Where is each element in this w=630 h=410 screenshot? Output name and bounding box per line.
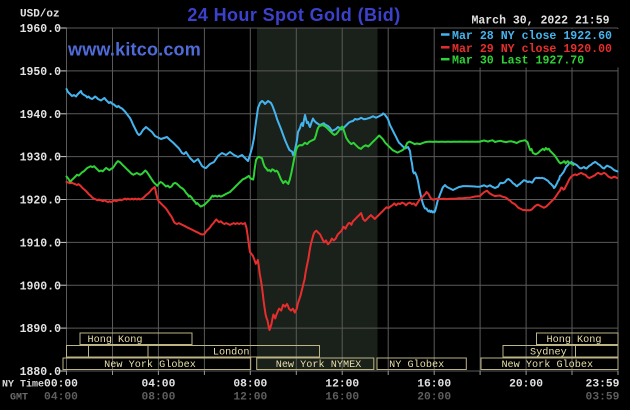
svg-text:www.kitco.com: www.kitco.com (67, 40, 201, 60)
svg-text:20:00: 20:00 (509, 379, 543, 391)
svg-text:12:00: 12:00 (325, 379, 359, 391)
svg-text:1940.0: 1940.0 (20, 109, 62, 122)
svg-text:Mar 30 Last 1927.70: Mar 30 Last 1927.70 (452, 55, 584, 68)
svg-text:Sydney: Sydney (530, 347, 567, 359)
svg-text:Mar 29 NY close 1920.00: Mar 29 NY close 1920.00 (452, 43, 612, 56)
svg-text:04:00: 04:00 (44, 392, 78, 404)
svg-text:London: London (213, 347, 250, 359)
svg-text:03:59: 03:59 (586, 392, 620, 404)
svg-text:1950.0: 1950.0 (20, 66, 62, 79)
svg-text:1890.0: 1890.0 (20, 323, 62, 336)
svg-text:March 30, 2022 21:59: March 30, 2022 21:59 (471, 15, 609, 28)
svg-text:20:00: 20:00 (417, 392, 451, 404)
svg-text:Hong Kong: Hong Kong (546, 335, 601, 346)
svg-text:1900.0: 1900.0 (20, 280, 62, 293)
svg-text:Hong Kong: Hong Kong (87, 335, 142, 346)
svg-text:New York NYMEX: New York NYMEX (276, 359, 362, 371)
svg-text:1880.0: 1880.0 (20, 366, 62, 379)
svg-text:1960.0: 1960.0 (20, 23, 62, 36)
svg-text:16:00: 16:00 (325, 392, 359, 404)
svg-text:24 Hour Spot Gold (Bid): 24 Hour Spot Gold (Bid) (187, 5, 400, 25)
svg-text:00:00: 00:00 (44, 379, 78, 391)
svg-text:1920.0: 1920.0 (20, 195, 62, 208)
svg-text:NY Globex: NY Globex (389, 359, 444, 371)
svg-text:12:00: 12:00 (233, 392, 267, 404)
svg-text:NY Time: NY Time (2, 379, 44, 391)
svg-text:Mar 28 NY close 1922.60: Mar 28 NY close 1922.60 (452, 30, 612, 43)
svg-text:1910.0: 1910.0 (20, 237, 62, 250)
svg-text:08:00: 08:00 (141, 392, 175, 404)
svg-text:New York Globex: New York Globex (501, 359, 593, 371)
svg-text:04:00: 04:00 (141, 379, 175, 391)
svg-text:GMT: GMT (10, 393, 28, 404)
svg-text:USD/oz: USD/oz (20, 9, 60, 21)
svg-text:1930.0: 1930.0 (20, 152, 62, 165)
svg-text:16:00: 16:00 (417, 379, 451, 391)
svg-text:New York Globex: New York Globex (104, 359, 196, 371)
svg-text:23:59: 23:59 (586, 379, 620, 391)
svg-text:08:00: 08:00 (233, 379, 267, 391)
